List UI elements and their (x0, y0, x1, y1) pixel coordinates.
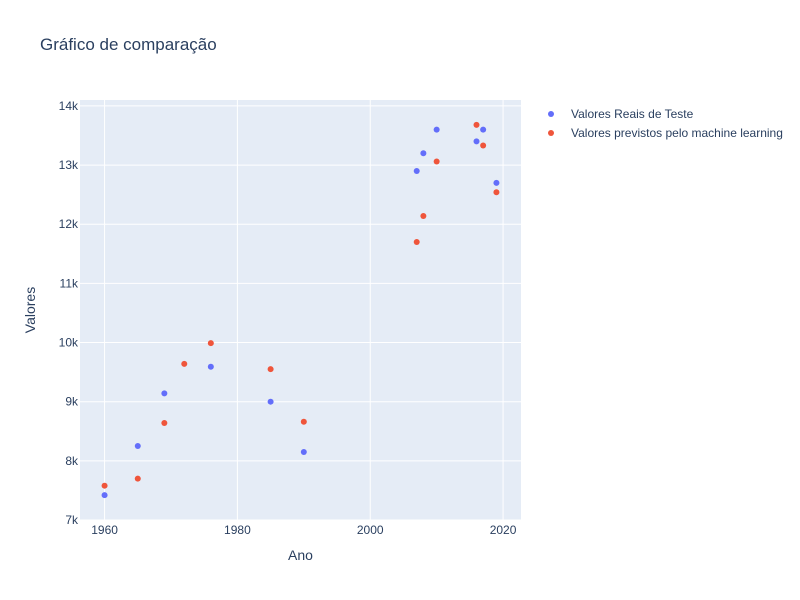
series-1 (101, 121, 500, 489)
chart-title: Gráfico de comparação (40, 35, 217, 54)
data-point[interactable] (480, 126, 487, 133)
legend-marker (548, 130, 554, 136)
legend-label: Valores previstos pelo machine learning (571, 126, 783, 140)
data-points (101, 121, 500, 499)
legend[interactable]: Valores Reais de Teste Valores previstos … (548, 107, 783, 140)
data-point[interactable] (161, 390, 168, 397)
data-point[interactable] (433, 126, 440, 133)
data-point[interactable] (134, 475, 141, 482)
data-point[interactable] (300, 448, 307, 455)
data-point[interactable] (473, 138, 480, 145)
data-point[interactable] (420, 212, 427, 219)
data-point[interactable] (161, 419, 168, 426)
data-point[interactable] (493, 179, 500, 186)
data-point[interactable] (134, 443, 141, 450)
x-tick-label: 2020 (490, 523, 517, 537)
data-point[interactable] (207, 340, 214, 347)
data-point[interactable] (480, 142, 487, 149)
y-tick-label: 11k (60, 276, 79, 290)
x-axis-title: Ano (288, 547, 313, 563)
data-point[interactable] (101, 482, 108, 489)
data-point[interactable] (207, 363, 214, 370)
y-tick-label: 13k (59, 158, 79, 172)
legend-item[interactable]: Valores Reais de Teste (548, 107, 694, 121)
x-tick-label: 1960 (91, 523, 118, 537)
data-point[interactable] (181, 360, 188, 367)
data-point[interactable] (493, 189, 500, 196)
x-tick-label: 1980 (224, 523, 251, 537)
legend-item[interactable]: Valores previstos pelo machine learning (548, 126, 783, 140)
data-point[interactable] (300, 418, 307, 425)
y-tick-label: 9k (65, 395, 79, 409)
plot-area (80, 100, 521, 520)
data-point[interactable] (413, 238, 420, 245)
legend-marker (548, 111, 554, 117)
data-point[interactable] (267, 398, 274, 405)
y-axis-title: Valores (22, 287, 38, 333)
y-tick-label: 8k (65, 454, 79, 468)
y-tick-label: 10k (59, 336, 79, 350)
data-point[interactable] (413, 167, 420, 174)
y-tick-label: 7k (65, 513, 79, 527)
legend-label: Valores Reais de Teste (571, 107, 694, 121)
series-0 (101, 126, 500, 499)
data-point[interactable] (420, 150, 427, 157)
grid (80, 100, 521, 521)
y-tick-label: 12k (59, 217, 79, 231)
y-tick-label: 14k (59, 99, 79, 113)
x-tick-label: 2000 (357, 523, 384, 537)
data-point[interactable] (433, 158, 440, 165)
data-point[interactable] (473, 121, 480, 128)
data-point[interactable] (101, 492, 108, 499)
data-point[interactable] (267, 366, 274, 373)
axis-ticks: 1960 1980 2000 2020 7k 8k 9k 10k 11k 12k 13k 14k (59, 99, 517, 537)
